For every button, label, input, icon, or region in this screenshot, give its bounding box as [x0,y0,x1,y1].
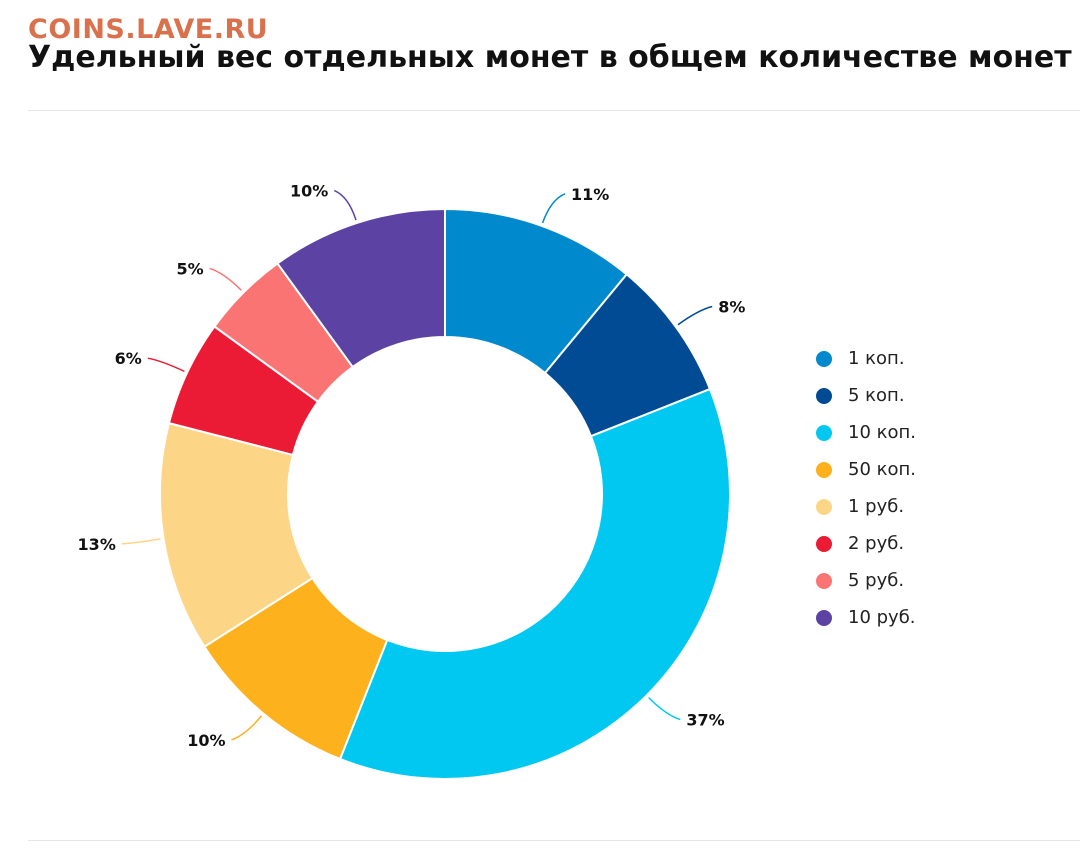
legend-label: 50 коп. [848,459,917,480]
leader-5-коп [677,305,713,326]
legend-item-1-коп: 1 коп. [816,340,916,377]
bottom-divider [28,840,1080,841]
data-label-1-коп: 11% [571,185,609,204]
legend-swatch [816,461,832,478]
leader-10-коп [648,697,681,721]
data-label-50-коп: 10% [187,731,225,750]
slice-10-руб [276,207,446,369]
data-label-2-руб: 6% [115,349,142,368]
data-label-5-руб: 5% [177,259,204,278]
slice-10-коп [338,387,731,780]
top-divider [28,110,1080,111]
data-label-5-коп: 8% [718,297,745,316]
legend-swatch [816,609,832,626]
legend-label: 10 руб. [848,607,916,628]
legend-label: 5 руб. [848,570,905,591]
legend-label: 1 коп. [848,348,905,369]
data-label-10-руб: 10% [290,182,328,201]
legend-swatch [816,350,832,367]
legend-swatch [816,498,832,515]
legend-swatch [816,387,832,404]
watermark: COINS.LAVE.RU [28,14,269,45]
label-leaders [121,189,713,741]
donut-slices [159,207,731,780]
data-label-10-коп: 37% [686,711,724,730]
leader-1-коп [541,193,566,224]
leader-5-руб [209,267,242,291]
legend-label: 1 руб. [848,496,905,517]
legend-item-50-коп: 50 коп. [816,451,916,488]
leader-2-руб [147,357,185,373]
legend-label: 2 руб. [848,533,905,554]
legend-swatch [816,424,832,441]
legend-item-2-руб: 2 руб. [816,525,916,562]
legend-item-10-коп: 10 коп. [816,414,916,451]
legend-swatch [816,535,832,552]
legend-label: 10 коп. [848,422,917,443]
legend-item-5-руб: 5 руб. [816,562,916,599]
leader-1-руб [121,538,161,545]
legend-label: 5 коп. [848,385,905,406]
legend-swatch [816,572,832,589]
chart-title: Удельный вес отдельных монет в общем кол… [28,40,1072,75]
data-label-1-руб: 13% [78,535,116,554]
legend-item-1-руб: 1 руб. [816,488,916,525]
legend-item-5-коп: 5 коп. [816,377,916,414]
legend-item-10-руб: 10 руб. [816,599,916,636]
leader-10-руб [333,189,357,221]
data-labels: 11% 8% 37% 10% 13% 6% 5% 10% [78,182,746,750]
legend: 1 коп. 5 коп. 10 коп. 50 коп. 1 руб. 2 руб. 5 … [816,340,916,636]
leader-50-коп [231,715,262,741]
